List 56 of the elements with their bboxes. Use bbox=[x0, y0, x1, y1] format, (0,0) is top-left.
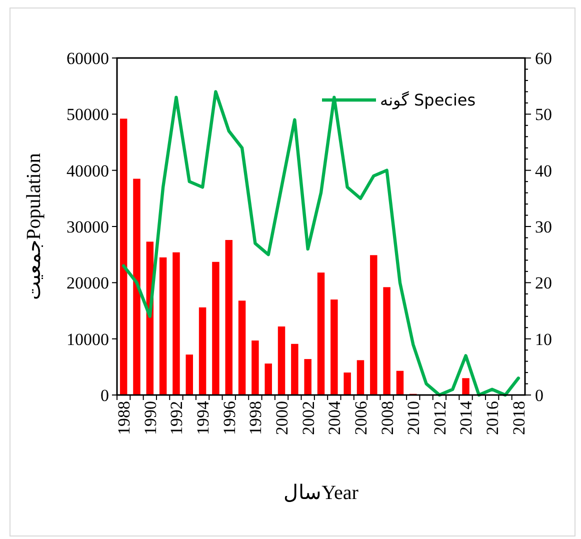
bar bbox=[238, 300, 246, 395]
bar bbox=[133, 178, 140, 395]
x-tick-label: 2014 bbox=[456, 400, 476, 435]
x-tick-label: 2010 bbox=[404, 401, 424, 435]
bar bbox=[225, 240, 232, 395]
bar bbox=[252, 340, 259, 395]
x-tick-label: 2004 bbox=[325, 400, 344, 435]
x-tick-label: 2006 bbox=[351, 401, 370, 435]
line-series bbox=[122, 90, 520, 397]
x-tick-label: 1988 bbox=[114, 401, 134, 435]
legend-label: گونه Species bbox=[380, 90, 476, 110]
bar bbox=[370, 255, 378, 395]
bar bbox=[304, 359, 312, 395]
x-tick-label: 1994 bbox=[194, 400, 212, 435]
y2-tick-label: 30 bbox=[535, 217, 552, 236]
bar bbox=[120, 118, 128, 395]
x-tick-label: 2016 bbox=[483, 401, 502, 435]
y-tick-label: 30000 bbox=[66, 217, 109, 236]
bar bbox=[356, 360, 364, 395]
bar bbox=[159, 257, 167, 395]
bar bbox=[264, 364, 272, 395]
x-tick-label: 1996 bbox=[220, 401, 239, 435]
bar bbox=[172, 252, 180, 395]
x-tick-label: 1998 bbox=[246, 401, 266, 435]
y-tick-label: 60000 bbox=[66, 48, 109, 68]
y-tick-label: 10000 bbox=[66, 330, 109, 349]
y2-tick-label: 0 bbox=[535, 386, 544, 405]
y2-tick-label: 50 bbox=[535, 105, 552, 124]
y-tick-label: 0 bbox=[100, 386, 109, 405]
bar bbox=[383, 287, 390, 395]
y-tick-label: 20000 bbox=[66, 274, 109, 293]
bar bbox=[344, 372, 351, 395]
y-axis-title: جمعیتPopulation bbox=[23, 153, 45, 300]
bar bbox=[396, 370, 404, 395]
x-tick-label: 1992 bbox=[167, 401, 186, 435]
bar bbox=[186, 354, 194, 395]
bar bbox=[278, 326, 286, 395]
bar bbox=[291, 344, 298, 395]
bar bbox=[330, 300, 338, 395]
y2-tick-label: 60 bbox=[535, 48, 552, 68]
y-tick-label: 40000 bbox=[66, 161, 109, 180]
x-tick-label: 2018 bbox=[509, 401, 528, 435]
bar bbox=[198, 307, 206, 395]
bar bbox=[462, 378, 470, 395]
x-tick-label: 2008 bbox=[378, 401, 397, 435]
bar bbox=[212, 262, 220, 395]
y2-tick-label: 20 bbox=[535, 274, 552, 293]
x-tick-label: 1990 bbox=[140, 401, 160, 435]
y2-tick-label: 10 bbox=[535, 330, 552, 349]
x-tick-label: 2012 bbox=[430, 401, 450, 435]
x-tick-label: 2000 bbox=[272, 401, 292, 435]
x-tick-label: 2002 bbox=[298, 401, 318, 435]
y2-tick-label: 40 bbox=[535, 161, 552, 180]
y-tick-label: 50000 bbox=[66, 105, 109, 124]
bar bbox=[317, 272, 325, 395]
x-axis-title: سالYear bbox=[284, 482, 359, 504]
